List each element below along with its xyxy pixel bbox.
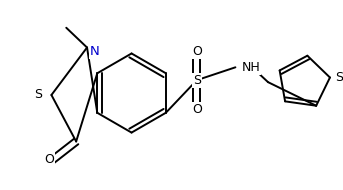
- Text: S: S: [193, 74, 201, 87]
- Text: S: S: [35, 89, 43, 101]
- Text: O: O: [192, 103, 202, 116]
- Text: O: O: [45, 153, 55, 166]
- Text: N: N: [90, 45, 100, 58]
- Text: S: S: [335, 71, 343, 84]
- Text: O: O: [192, 45, 202, 58]
- Text: NH: NH: [241, 61, 260, 74]
